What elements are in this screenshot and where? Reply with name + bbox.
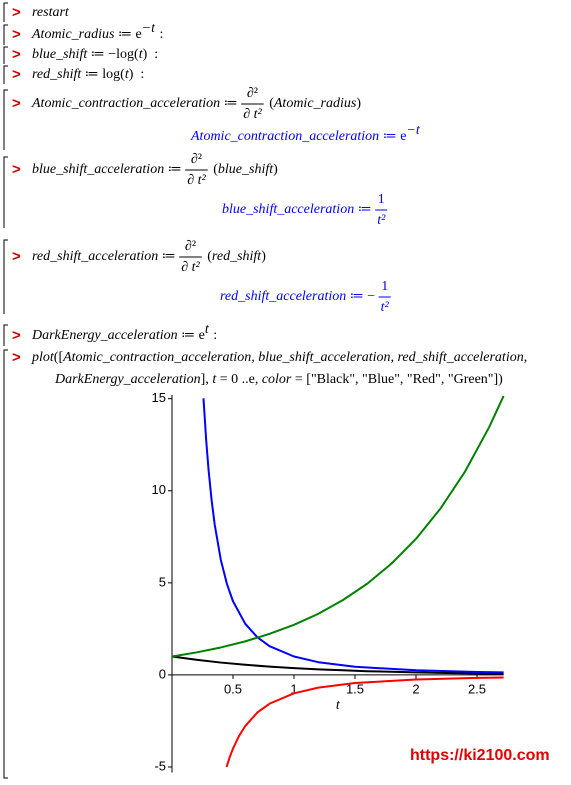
math-text: ≔ − <box>346 289 378 304</box>
fraction-denominator: ∂ t² <box>243 107 262 122</box>
prompt: > <box>12 46 21 63</box>
brackets <box>3 2 8 779</box>
math-text: color <box>262 372 292 387</box>
fraction-numerator: ∂² <box>247 86 258 101</box>
x-tick-label: 2 <box>412 681 419 696</box>
prompt: > <box>12 161 21 178</box>
x-axis-label: t <box>336 698 341 713</box>
fraction-numerator: ∂² <box>185 239 196 254</box>
math-text: red_shift_acceleration <box>32 249 158 264</box>
y-tick-label: 0 <box>159 666 166 681</box>
prompt: > <box>12 327 21 344</box>
fraction-denominator: ∂ t² <box>187 173 206 188</box>
math-text: = 0 ..e, <box>216 372 262 387</box>
math-text: ≔ e <box>114 27 141 42</box>
math-text: t <box>125 67 130 82</box>
math-text: ≔ −log( <box>87 47 139 62</box>
math-text: blue_shift_acceleration <box>222 202 354 217</box>
math-text: ≔ e <box>178 328 205 343</box>
math-text: ( <box>266 96 275 111</box>
prompt: > <box>12 95 21 112</box>
curve <box>225 676 504 768</box>
math-text: Atomic_contraction_acceleration <box>31 96 220 111</box>
math-text: DarkEnergy_acceleration <box>31 328 178 343</box>
superscript: −t <box>142 21 156 36</box>
math-text: t <box>139 47 144 62</box>
math-text: : <box>156 27 163 42</box>
math-text: Atomic_radius <box>273 96 357 111</box>
math-text: ≔ <box>164 162 185 177</box>
superscript: −t <box>406 123 420 138</box>
math-text: Atomic_contraction_acceleration, blue_sh… <box>62 350 527 365</box>
math-text: ([ <box>54 350 64 365</box>
math-text: t <box>212 372 217 387</box>
math-text: ≔ <box>354 202 375 217</box>
y-tick-label: 10 <box>152 482 166 497</box>
y-tick-label: 5 <box>159 574 166 589</box>
prompt: > <box>12 4 21 21</box>
x-tick-label: 1.5 <box>346 681 364 696</box>
math-text: ≔ e <box>379 129 406 144</box>
y-tick-label: 15 <box>152 390 166 405</box>
fraction-denominator: t² <box>381 300 390 315</box>
math-text: = ["Black", "Blue", "Red", "Green"]) <box>291 372 503 387</box>
math-text: ≔ <box>220 96 241 111</box>
prompt: > <box>12 349 21 366</box>
math-text: DarkEnergy_acceleration <box>54 372 201 387</box>
fraction-denominator: ∂ t² <box>181 260 200 275</box>
math-text: blue_shift <box>32 47 88 62</box>
math-text: ) <box>356 96 361 111</box>
math-text: ( <box>210 162 219 177</box>
x-tick-label: 1 <box>290 681 297 696</box>
math-text: ) : <box>129 67 145 82</box>
math-text: blue_shift <box>218 162 274 177</box>
curve <box>171 395 505 658</box>
prompt: > <box>12 248 21 265</box>
fraction-numerator: 1 <box>381 279 388 294</box>
math-text: restart <box>32 5 70 20</box>
fraction-numerator: ∂² <box>191 152 202 167</box>
y-tick-label: -5 <box>154 758 166 773</box>
math-text: red_shift <box>32 67 82 82</box>
math-text: Atomic_radius <box>31 27 115 42</box>
superscript: t <box>205 322 210 337</box>
prompt: > <box>12 66 21 83</box>
math-text: ) <box>261 249 266 264</box>
math-text: ], <box>201 372 213 387</box>
curve <box>171 655 504 675</box>
x-tick-label: 0.5 <box>224 681 242 696</box>
math-text: blue_shift_acceleration <box>32 162 164 177</box>
math-text: Atomic_contraction_acceleration <box>190 129 379 144</box>
math-text: ≔ log( <box>81 67 125 82</box>
math-text: : <box>210 328 217 343</box>
curve <box>202 398 504 674</box>
math-text: red_shift_acceleration <box>220 289 346 304</box>
math-text: ) : <box>143 47 159 62</box>
math-text: ≔ <box>158 249 179 264</box>
prompt: > <box>12 26 21 43</box>
fraction-numerator: 1 <box>378 192 385 207</box>
math-text: ( <box>204 249 213 264</box>
math-text: ) <box>273 162 278 177</box>
math-text: plot <box>31 350 55 365</box>
x-tick-label: 2.5 <box>468 681 486 696</box>
fraction-denominator: t² <box>377 213 386 228</box>
watermark: https://ki2100.com <box>410 747 550 764</box>
math-text: red_shift <box>212 249 262 264</box>
